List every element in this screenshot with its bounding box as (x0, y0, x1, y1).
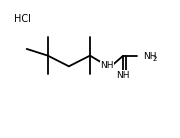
Text: NH: NH (116, 71, 129, 79)
Text: NH: NH (100, 61, 113, 70)
Text: 2: 2 (152, 56, 157, 62)
Text: HCl: HCl (14, 14, 31, 24)
Text: NH: NH (143, 52, 156, 61)
